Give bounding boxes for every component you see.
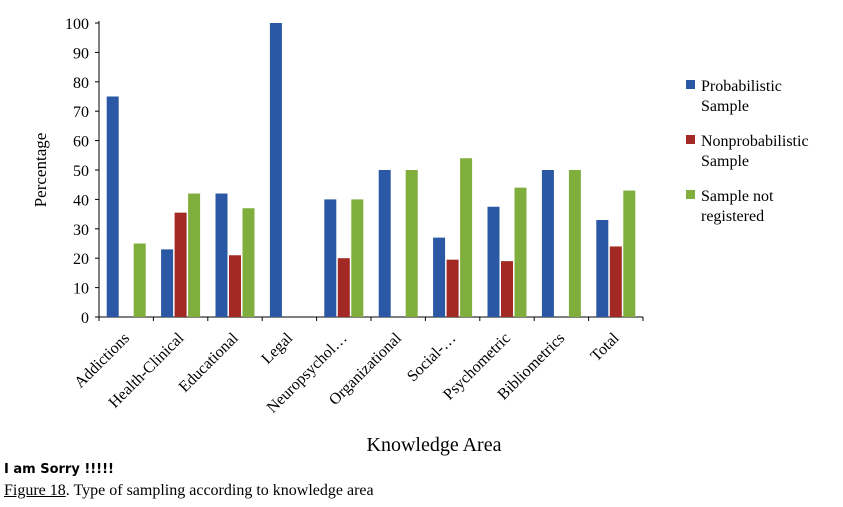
y-tick-label: 90 <box>73 45 89 62</box>
y-tick-label: 70 <box>73 104 89 121</box>
caption-text: . Type of sampling according to knowledg… <box>65 482 374 499</box>
legend-label: Nonprobabilistic <box>701 133 809 150</box>
y-tick-label: 60 <box>73 134 89 151</box>
legend-swatch <box>686 80 695 89</box>
y-tick-label: 0 <box>81 310 89 327</box>
bar-2-8 <box>501 261 513 317</box>
y-tick-label: 20 <box>73 251 89 268</box>
bar-3-6 <box>405 170 418 317</box>
bars <box>106 23 636 317</box>
bar-2-7 <box>446 259 459 317</box>
bar-1-2 <box>161 249 174 317</box>
x-tick-label: Social-… <box>404 330 459 385</box>
bar-2-10 <box>609 246 622 317</box>
y-tick-label: 30 <box>73 222 89 239</box>
legend-swatch <box>686 135 695 144</box>
y-tick-label: 10 <box>73 281 89 298</box>
legend: Probabilistic Sample Nonprobabilistic Sampl… <box>686 78 809 225</box>
bar-3-3 <box>242 208 255 317</box>
bar-3-8 <box>514 187 527 317</box>
legend-label: Sample <box>701 153 749 170</box>
y-tick-label: 40 <box>73 192 89 209</box>
legend-label: Sample not <box>701 188 774 205</box>
bar-3-1 <box>133 243 146 317</box>
bar-1-10 <box>596 219 609 317</box>
bar-1-3 <box>215 193 228 317</box>
y-axis-title: Percentage <box>31 133 50 208</box>
bar-1-1 <box>106 96 119 317</box>
bar-3-2 <box>188 193 201 317</box>
bar-3-9 <box>568 170 581 317</box>
bar-1-9 <box>541 170 554 317</box>
legend-label: Sample <box>701 98 749 115</box>
x-axis-title: Knowledge Area <box>367 434 502 456</box>
bar-1-8 <box>487 206 500 317</box>
y-tick-label: 100 <box>65 16 89 33</box>
bar-3-5 <box>351 199 364 317</box>
bar-1-4 <box>269 23 282 317</box>
bar-1-6 <box>378 170 391 317</box>
bar-2-5 <box>337 258 350 317</box>
x-tick-label: Total <box>588 329 623 364</box>
note-text: I am Sorry !!!!! <box>4 462 114 477</box>
y-tick-label: 50 <box>73 163 89 180</box>
bar-1-5 <box>324 199 337 317</box>
y-axis: 0 10 20 30 40 50 60 70 80 90 100 <box>65 16 100 327</box>
x-tick-label: Educational <box>176 329 242 395</box>
figure-number[interactable]: Figure 18 <box>4 482 66 499</box>
bar-3-10 <box>623 190 636 317</box>
bar-2-3 <box>229 255 241 317</box>
legend-swatch <box>686 190 695 199</box>
y-tick-label: 80 <box>73 75 89 92</box>
bar-chart: 0 10 20 30 40 50 60 70 80 90 100 AddictionsHealth-… <box>31 16 809 456</box>
bar-2-2 <box>174 212 187 317</box>
bar-3-7 <box>460 158 473 317</box>
figure-caption: Figure 18. Type of sampling according to… <box>4 482 374 500</box>
legend-label: registered <box>701 208 764 225</box>
legend-label: Probabilistic <box>701 78 782 95</box>
bar-1-7 <box>433 237 446 317</box>
x-tick-label: Legal <box>258 329 296 367</box>
